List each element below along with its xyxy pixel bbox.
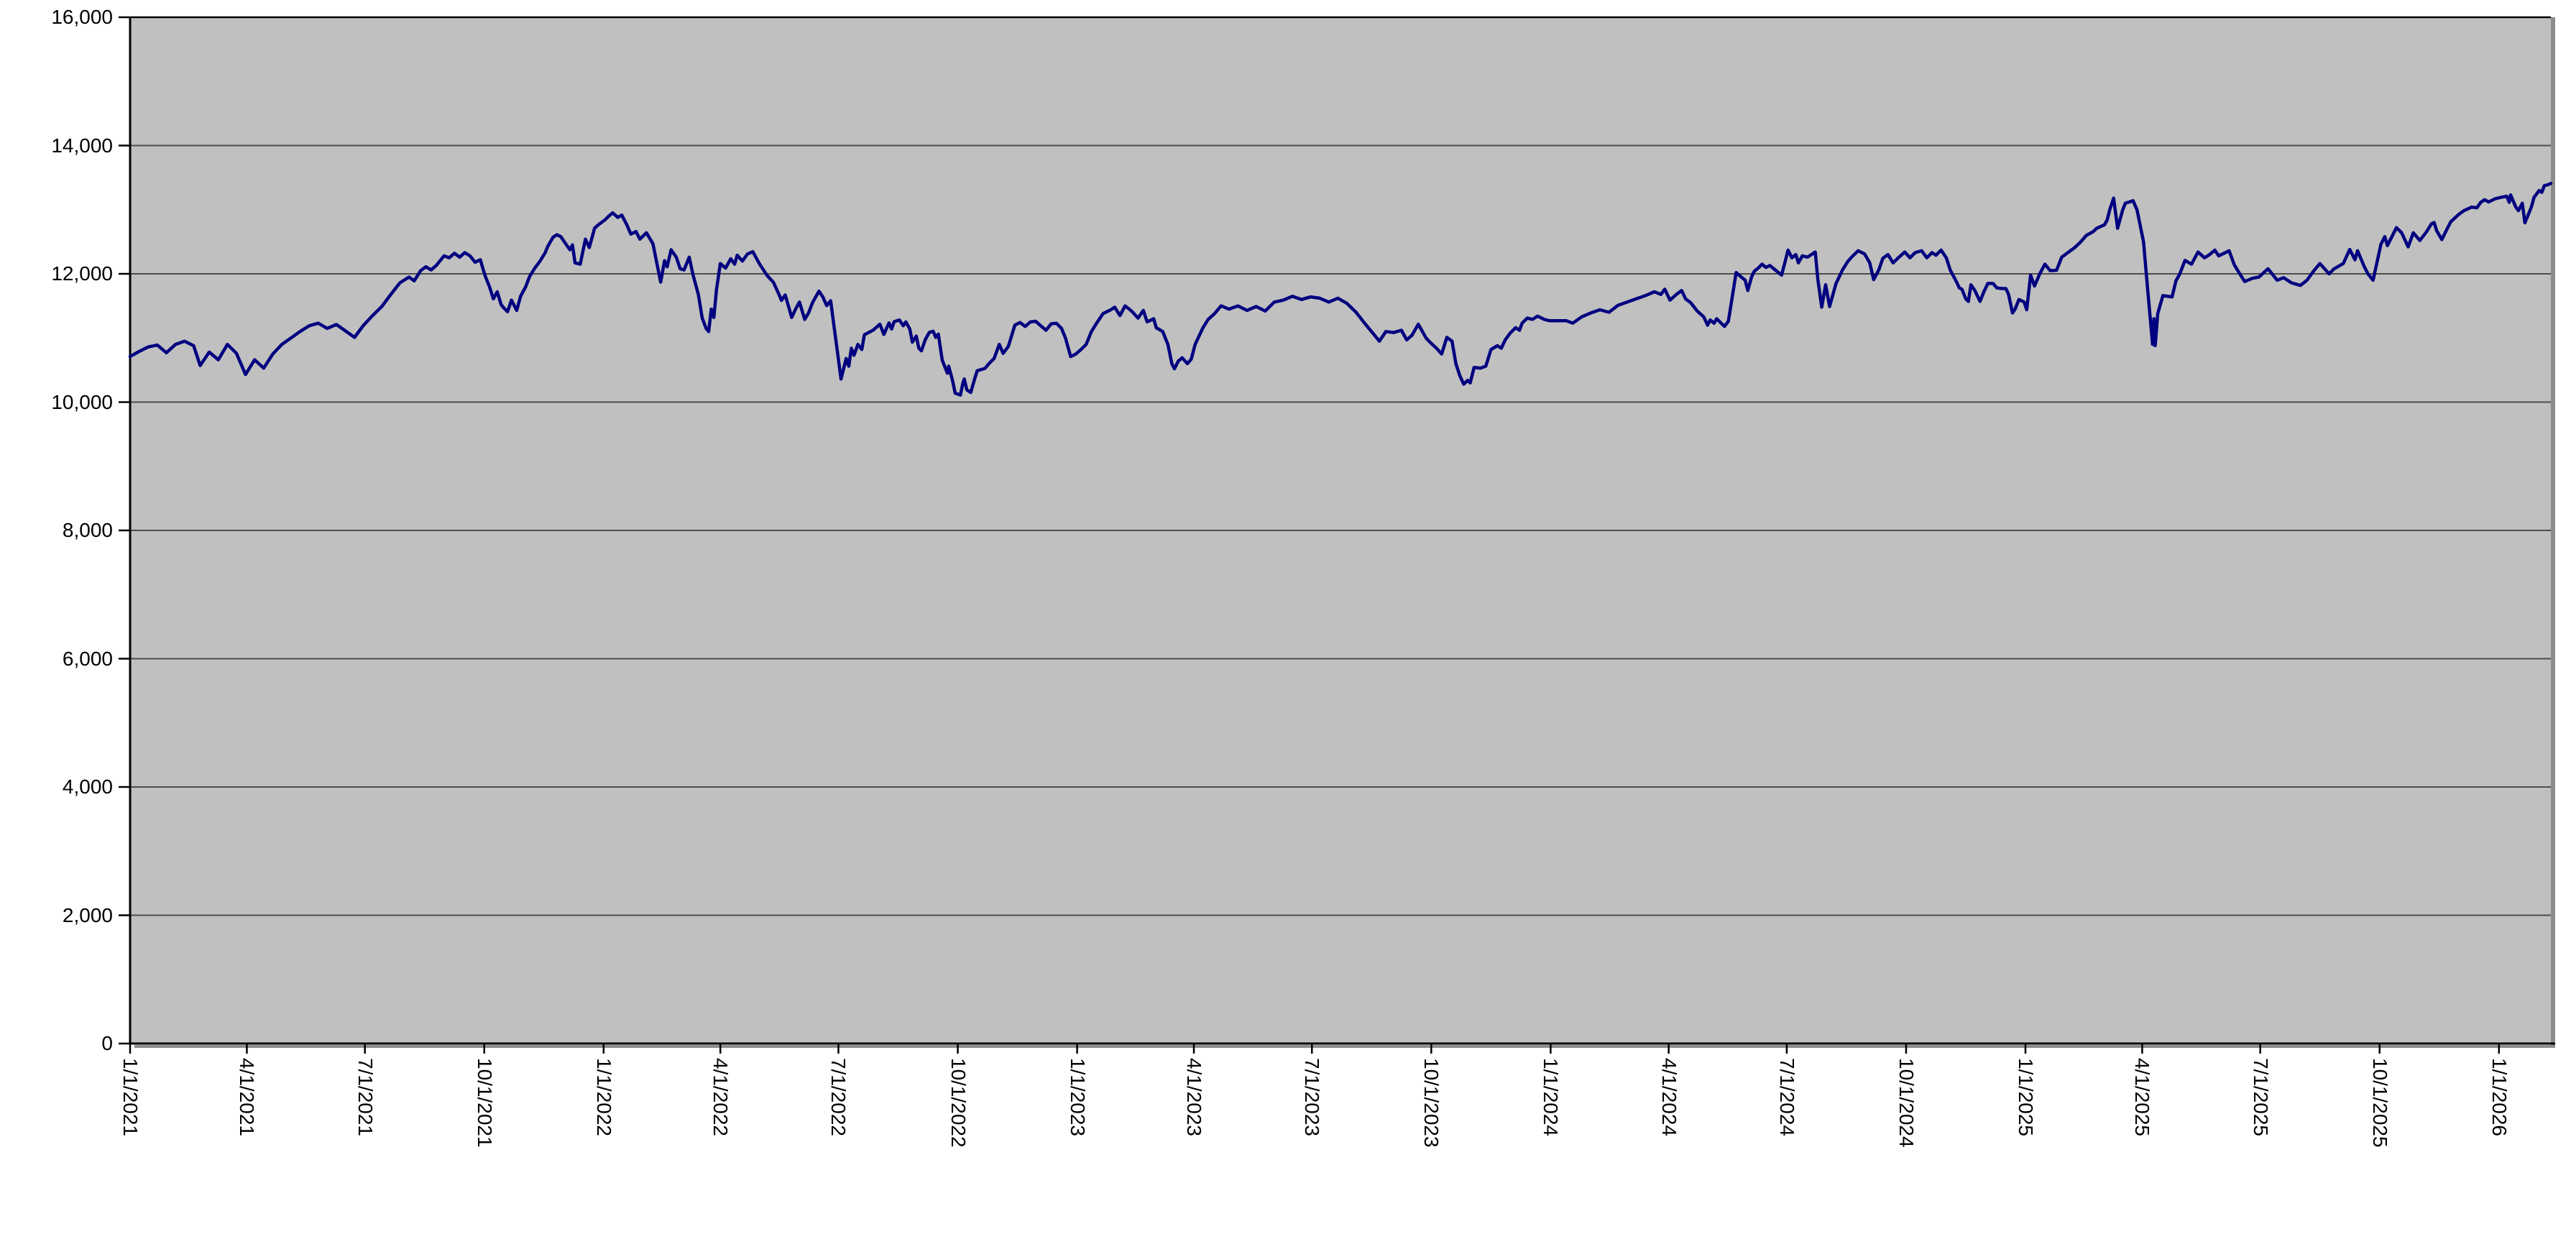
y-axis-label: 10,000 <box>51 390 113 413</box>
y-axis-label: 16,000 <box>51 6 113 28</box>
x-axis-label: 1/1/2022 <box>592 1058 615 1136</box>
x-axis-label: 1/1/2026 <box>2488 1058 2511 1136</box>
y-axis-label: 12,000 <box>51 262 113 285</box>
y-axis-label: 6,000 <box>62 647 113 670</box>
x-axis-label: 7/1/2023 <box>1301 1058 1324 1136</box>
y-axis-label: 4,000 <box>62 775 113 798</box>
x-axis-label: 10/1/2021 <box>473 1058 496 1148</box>
x-axis-label: 1/1/2025 <box>2015 1058 2037 1136</box>
y-axis-label: 2,000 <box>62 903 113 926</box>
x-axis-label: 4/1/2022 <box>709 1058 732 1136</box>
x-axis-label: 4/1/2025 <box>2131 1058 2154 1136</box>
x-axis-label: 7/1/2021 <box>354 1058 377 1136</box>
x-axis-label: 10/1/2024 <box>1895 1058 1918 1148</box>
y-axis-label: 0 <box>101 1032 113 1054</box>
x-axis-label: 4/1/2023 <box>1183 1058 1206 1136</box>
plot-right-border <box>2551 17 2555 1048</box>
price-line <box>128 181 2553 397</box>
x-axis-label: 4/1/2021 <box>236 1058 259 1136</box>
x-axis-label: 7/1/2025 <box>2249 1058 2272 1136</box>
x-axis-label: 7/1/2024 <box>1775 1058 1798 1136</box>
y-axis-label: 8,000 <box>62 519 113 541</box>
x-axis-label: 10/1/2025 <box>2368 1058 2391 1148</box>
x-axis-label: 7/1/2022 <box>827 1058 850 1136</box>
x-axis-label: 10/1/2022 <box>947 1058 970 1148</box>
x-axis-label: 1/1/2024 <box>1540 1058 1563 1136</box>
x-axis-label: 1/1/2021 <box>119 1058 142 1136</box>
y-axis-label: 14,000 <box>51 134 113 157</box>
x-axis-label: 1/1/2023 <box>1066 1058 1089 1136</box>
x-axis-label: 4/1/2024 <box>1657 1058 1680 1136</box>
x-axis-label: 10/1/2023 <box>1420 1058 1443 1148</box>
plot-bottom-shadow <box>134 1045 2555 1048</box>
